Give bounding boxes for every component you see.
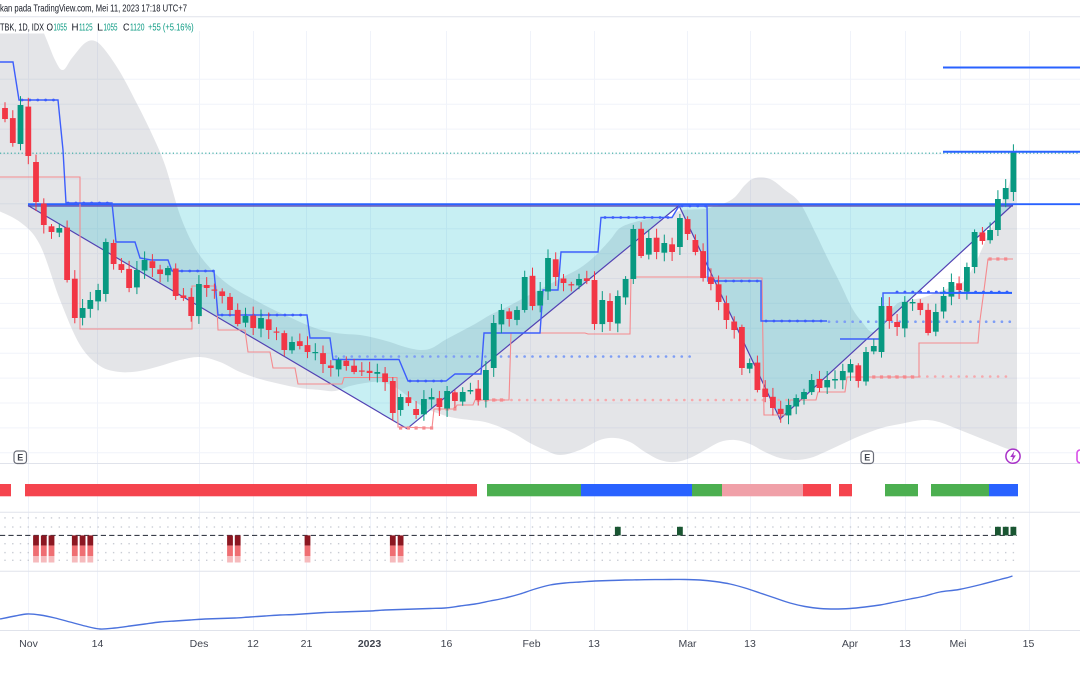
svg-text:16: 16 [441,638,453,650]
svg-text:12: 12 [247,638,259,650]
svg-text:kan pada TradingView.com, Mei: kan pada TradingView.com, Mei 11, 2023 1… [0,3,187,15]
svg-text:Mar: Mar [678,638,697,650]
svg-text:Mei: Mei [950,638,967,650]
svg-text:L: L [97,21,103,33]
svg-text:13: 13 [899,638,911,650]
svg-text:TBK, 1D, IDX: TBK, 1D, IDX [0,21,44,33]
svg-text:Apr: Apr [842,638,859,650]
svg-text:C: C [123,21,130,33]
svg-text:Des: Des [190,638,209,650]
svg-text:13: 13 [744,638,756,650]
svg-text:1055: 1055 [54,21,68,33]
svg-text:H: H [72,21,79,33]
svg-text:14: 14 [92,638,104,650]
svg-text:O: O [47,21,54,33]
svg-text:15: 15 [1023,638,1035,650]
svg-text:Feb: Feb [522,638,540,650]
svg-text:21: 21 [301,638,313,650]
svg-text:13: 13 [588,638,600,650]
svg-text:E: E [864,453,870,463]
svg-text:+55 (+5.16%): +55 (+5.16%) [148,21,194,33]
svg-text:1125: 1125 [79,21,93,33]
svg-text:Nov: Nov [19,638,38,650]
svg-text:2023: 2023 [358,638,382,650]
svg-text:1055: 1055 [104,21,118,33]
svg-text:E: E [17,453,23,463]
svg-text:1120: 1120 [130,21,145,33]
